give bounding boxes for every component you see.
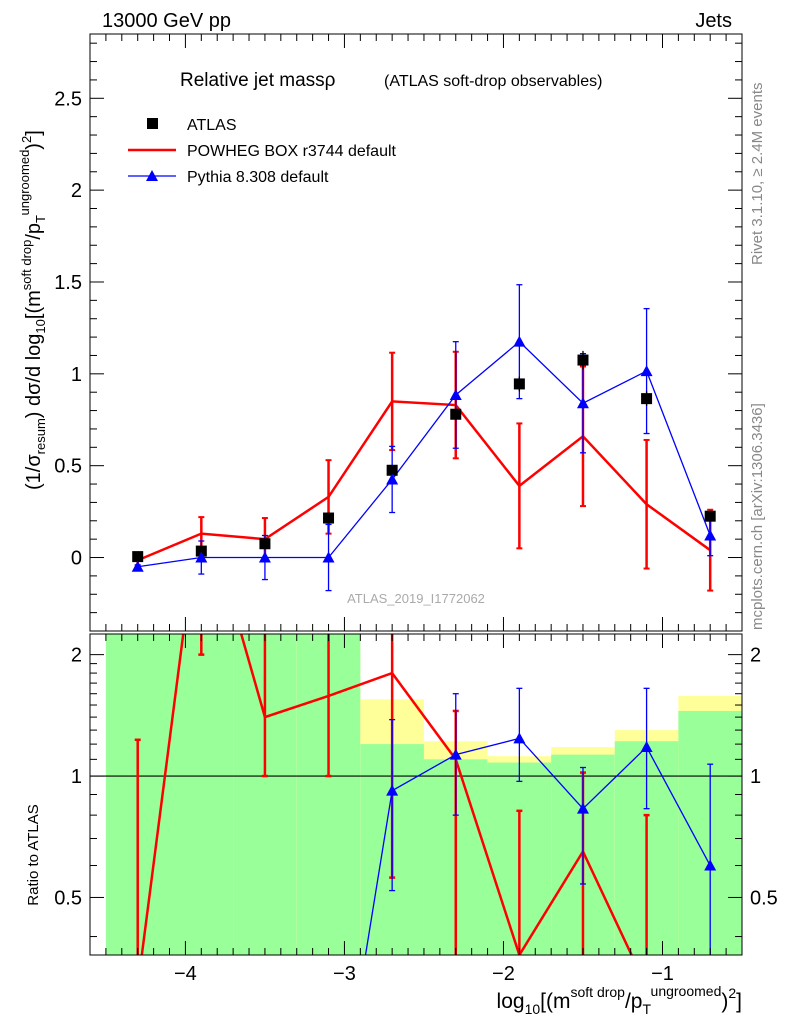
pythia-point <box>449 388 462 400</box>
atlas-point <box>386 464 398 476</box>
ratio-pythia-point <box>576 802 589 814</box>
ratio-ytick-label-right: 1 <box>750 766 761 788</box>
main-ytick-label: 2 <box>71 180 82 202</box>
pythia-point <box>513 335 526 347</box>
ratio-pythia-point <box>704 859 717 871</box>
header-left: 13000 GeV pp <box>102 10 231 32</box>
main-ytick-label: 1.5 <box>54 272 82 294</box>
ratio-panel: 0.5 0.5 1 1 2 2 −4 −3 −2 −1 Ratio to ATLAS log10[… <box>25 633 778 1017</box>
legend-label: Pythia 8.308 default <box>187 169 329 186</box>
atlas-point <box>704 510 716 522</box>
watermark: ATLAS_2019_I1772062 <box>347 591 485 606</box>
legend: ATLAS POWHEG BOX r3744 default Pythia 8.30… <box>128 117 397 186</box>
main-panel: 0 0.5 1 1.5 2 2.5 Relative jet massρ (ATLAS s… <box>17 33 743 632</box>
legend-label: POWHEG BOX r3744 default <box>187 143 397 160</box>
main-ytick-label: 0.5 <box>54 456 82 478</box>
powheg-line <box>137 400 711 562</box>
chart-title: Relative jet massρ <box>180 70 336 91</box>
ratio-ytick-label: 0.5 <box>54 887 82 909</box>
atlas-point <box>577 354 589 366</box>
main-ytick-label: 2.5 <box>54 88 82 110</box>
main-ylabel: (1/σresum) dσ/d log10[(msoft drop/pTungr… <box>17 130 48 490</box>
atlas-point <box>132 551 144 563</box>
legend-atlas-marker <box>147 118 158 129</box>
rivet-label: Rivet 3.1.10, ≥ 2.4M events <box>749 83 766 266</box>
ratio-xtick-label: −4 <box>174 963 197 985</box>
ratio-pythia-point <box>640 741 653 753</box>
ratio-pythia-point <box>386 784 399 796</box>
main-ytick-label: 0 <box>71 548 82 570</box>
ratio-ytick-label: 1 <box>71 766 82 788</box>
ratio-xtick-label: −3 <box>333 963 356 985</box>
pythia-point <box>131 560 144 572</box>
pythia-line <box>137 340 711 568</box>
pythia-point <box>640 365 653 377</box>
ratio-ytick-label: 2 <box>71 645 82 667</box>
atlas-point <box>195 545 207 557</box>
ratio-ytick-label-right: 0.5 <box>750 887 778 909</box>
pythia-point <box>704 529 717 541</box>
legend-label: ATLAS <box>187 117 237 134</box>
ratio-ylabel: Ratio to ATLAS <box>25 804 42 905</box>
ratio-xtick-label: −1 <box>651 963 674 985</box>
pythia-point <box>386 473 399 485</box>
atlas-point <box>513 378 525 390</box>
atlas-point <box>259 538 271 550</box>
pythia-point <box>576 397 589 409</box>
pythia-point <box>195 551 208 563</box>
ratio-xtick-label: −2 <box>492 963 515 985</box>
atlas-point <box>450 408 462 420</box>
ratio-band-green <box>169 634 234 955</box>
main-frame <box>89 33 743 632</box>
atlas-point <box>323 512 335 524</box>
pythia-point <box>322 551 335 563</box>
mcplots-label: mcplots.cern.ch [arXiv:1306.3436] <box>749 403 766 630</box>
ratio-pythia-point <box>449 748 462 760</box>
ratio-xlabel: log10[(msoft drop/pTungroomed)2] <box>497 983 742 1017</box>
ratio-pythia-point <box>513 732 526 744</box>
main-ytick-label: 1 <box>71 364 82 386</box>
legend-pythia-marker <box>146 170 158 181</box>
chart-subtitle: (ATLAS soft-drop observables) <box>384 73 602 90</box>
atlas-point <box>641 393 653 405</box>
pythia-point <box>258 551 271 563</box>
ratio-ytick-label-right: 2 <box>750 645 761 667</box>
header-right: Jets <box>695 10 732 32</box>
